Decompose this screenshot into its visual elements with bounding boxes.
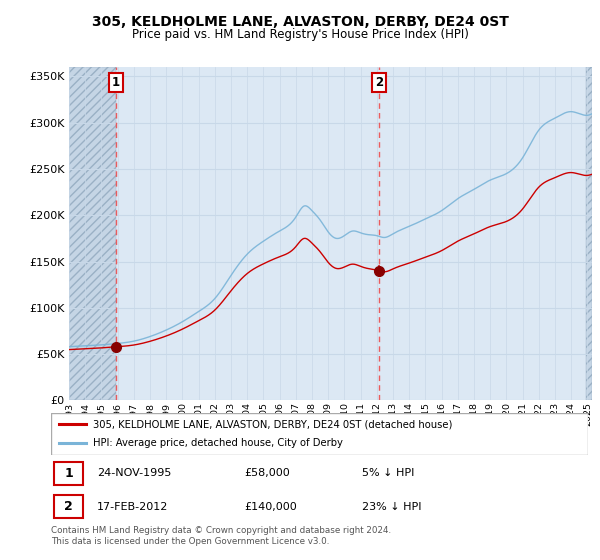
Text: HPI: Average price, detached house, City of Derby: HPI: Average price, detached house, City…	[93, 438, 343, 449]
Text: 17-FEB-2012: 17-FEB-2012	[97, 502, 168, 512]
Text: Contains HM Land Registry data © Crown copyright and database right 2024.
This d: Contains HM Land Registry data © Crown c…	[51, 526, 391, 546]
Bar	[69, 67, 116, 400]
Text: 5% ↓ HPI: 5% ↓ HPI	[362, 468, 415, 478]
Bar	[586, 67, 592, 400]
FancyBboxPatch shape	[53, 495, 83, 519]
FancyBboxPatch shape	[51, 413, 588, 455]
Text: Price paid vs. HM Land Registry's House Price Index (HPI): Price paid vs. HM Land Registry's House …	[131, 28, 469, 41]
Text: 2: 2	[374, 76, 383, 88]
Text: 305, KELDHOLME LANE, ALVASTON, DERBY, DE24 0ST (detached house): 305, KELDHOLME LANE, ALVASTON, DERBY, DE…	[93, 419, 452, 429]
Text: 23% ↓ HPI: 23% ↓ HPI	[362, 502, 422, 512]
Text: 1: 1	[64, 467, 73, 480]
Text: 305, KELDHOLME LANE, ALVASTON, DERBY, DE24 0ST: 305, KELDHOLME LANE, ALVASTON, DERBY, DE…	[92, 15, 508, 29]
Text: £58,000: £58,000	[244, 468, 290, 478]
Text: £140,000: £140,000	[244, 502, 297, 512]
FancyBboxPatch shape	[53, 462, 83, 485]
Text: 2: 2	[64, 500, 73, 514]
Text: 1: 1	[112, 76, 120, 88]
Text: 24-NOV-1995: 24-NOV-1995	[97, 468, 171, 478]
